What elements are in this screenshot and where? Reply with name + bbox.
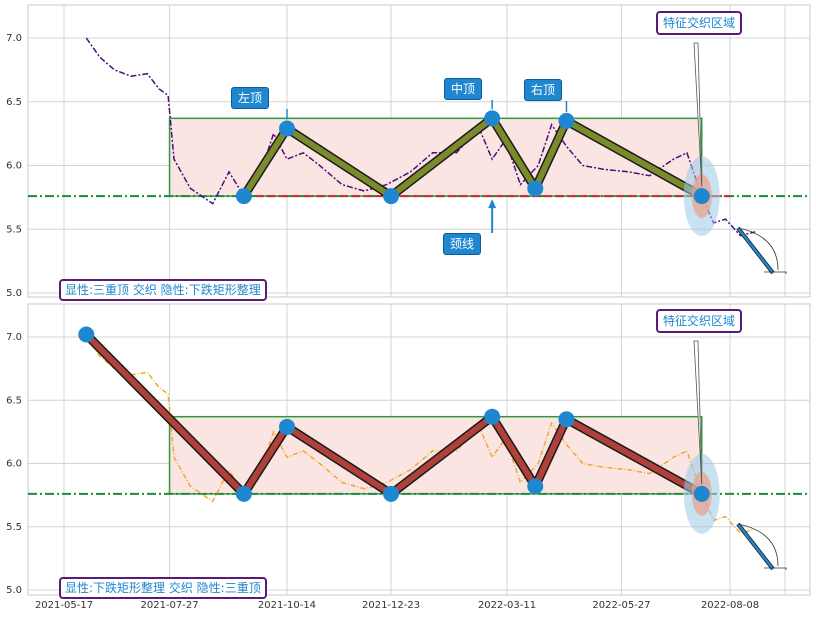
pattern-info-bottom: 显性:下跌矩形整理 交织 隐性:三重顶 bbox=[59, 577, 267, 599]
x-tick-label: 2022-03-11 bbox=[478, 600, 536, 611]
pattern-point-marker bbox=[527, 180, 544, 197]
x-tick-label: 2022-08-08 bbox=[701, 600, 759, 611]
y-tick-label: 7.0 bbox=[6, 332, 22, 343]
pattern-point-marker bbox=[527, 478, 544, 495]
top-panel: 5.0 5.5 6.0 6.5 7.0 bbox=[6, 4, 811, 299]
y-tick-label: 6.5 bbox=[6, 395, 22, 406]
feature-zone-pointer bbox=[693, 340, 703, 484]
pattern-point-marker bbox=[235, 485, 252, 502]
y-tick-label: 6.5 bbox=[6, 97, 22, 108]
pattern-point-marker bbox=[78, 326, 95, 343]
pattern-point-marker bbox=[278, 418, 295, 435]
target-arc bbox=[737, 227, 779, 271]
x-tick-label: 2021-12-23 bbox=[362, 600, 420, 611]
x-axis: 2021-05-17 2021-07-27 2021-10-14 2021-12-23… bbox=[35, 600, 759, 611]
pattern-point-marker bbox=[235, 188, 252, 205]
y-tick-label: 7.0 bbox=[6, 33, 22, 44]
target-arrow bbox=[737, 523, 774, 570]
feature-zone-label-top: 特征交织区域 bbox=[656, 11, 743, 35]
left-top-label: 左顶 bbox=[231, 87, 270, 109]
x-tick-label: 2022-05-27 bbox=[592, 600, 650, 611]
right-top-label: 右顶 bbox=[524, 79, 563, 101]
pattern-zigzag bbox=[84, 332, 704, 497]
bottom-panel: 5.0 5.5 6.0 6.5 7.0 bbox=[6, 303, 811, 596]
pattern-point-marker bbox=[484, 110, 501, 127]
pattern-info-top: 显性:三重顶 交织 隐性:下跌矩形整理 bbox=[59, 279, 267, 301]
feature-zone-label-bottom: 特征交织区域 bbox=[656, 309, 743, 333]
mid-top-label: 中顶 bbox=[444, 78, 483, 100]
x-tick-label: 2021-10-14 bbox=[258, 600, 316, 611]
y-tick-label: 5.0 bbox=[6, 585, 22, 596]
y-tick-label: 5.5 bbox=[6, 224, 22, 235]
neckline-label: 颈线 bbox=[443, 233, 482, 255]
y-tick-label: 6.0 bbox=[6, 459, 22, 470]
pattern-point-marker bbox=[693, 188, 710, 205]
pattern-point-marker bbox=[558, 411, 575, 428]
y-tick-label: 5.0 bbox=[6, 288, 22, 299]
pattern-point-marker bbox=[484, 408, 501, 425]
pattern-point-marker bbox=[278, 120, 295, 137]
target-arc-tick bbox=[764, 271, 787, 274]
x-tick-label: 2021-07-27 bbox=[140, 600, 198, 611]
pattern-point-marker bbox=[693, 485, 710, 502]
target-arc bbox=[737, 523, 779, 567]
y-tick-label: 5.5 bbox=[6, 522, 22, 533]
pattern-point-marker bbox=[558, 112, 575, 129]
target-arrow bbox=[737, 227, 774, 274]
neckline-pointer-head bbox=[488, 199, 497, 209]
feature-zone-pointer bbox=[693, 42, 703, 187]
x-tick-label: 2021-05-17 bbox=[35, 600, 93, 611]
target-arc-tick bbox=[764, 567, 787, 570]
pattern-point-marker bbox=[383, 188, 400, 205]
y-tick-label: 6.0 bbox=[6, 161, 22, 172]
pattern-point-marker bbox=[383, 485, 400, 502]
